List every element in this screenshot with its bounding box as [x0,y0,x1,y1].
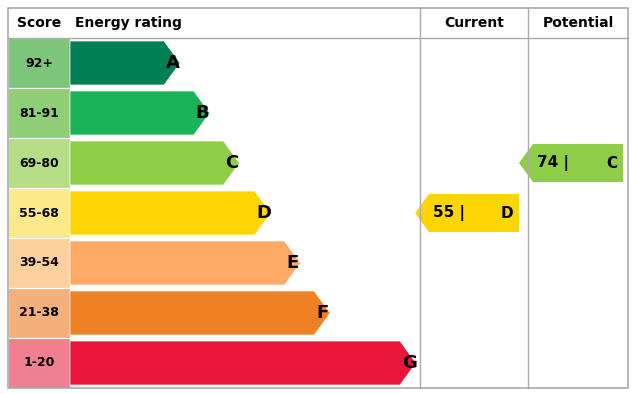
Bar [8,88,70,138]
Text: C: C [606,156,617,171]
Bar [8,138,70,188]
Polygon shape [70,341,416,385]
Text: 21-38: 21-38 [19,307,59,320]
Text: 1-20: 1-20 [24,357,55,370]
Text: D: D [257,204,272,222]
Text: Score: Score [17,16,61,30]
Text: E: E [286,254,299,272]
Polygon shape [70,41,180,85]
Text: A: A [166,54,180,72]
Text: 55 |: 55 | [433,205,465,221]
Text: 55-68: 55-68 [19,206,59,219]
Polygon shape [70,291,330,335]
Bar [8,188,70,238]
Bar [8,238,70,288]
Text: B: B [196,104,209,122]
Text: 81-91: 81-91 [19,106,59,119]
Bar [8,288,70,338]
Polygon shape [70,191,271,235]
Text: D: D [501,206,513,221]
Text: 74 |: 74 | [537,155,569,171]
Text: G: G [402,354,417,372]
Text: 39-54: 39-54 [19,256,59,269]
Text: Potential: Potential [543,16,614,30]
Bar [8,338,70,388]
Text: Energy rating: Energy rating [75,16,182,30]
Polygon shape [415,194,519,232]
Text: Current: Current [444,16,504,30]
Text: C: C [225,154,238,172]
Polygon shape [519,144,623,182]
Bar [8,38,70,88]
Text: 69-80: 69-80 [19,156,59,169]
Text: 92+: 92+ [25,56,53,69]
Polygon shape [70,141,239,185]
Text: F: F [316,304,328,322]
Polygon shape [70,241,300,285]
Polygon shape [70,91,210,135]
